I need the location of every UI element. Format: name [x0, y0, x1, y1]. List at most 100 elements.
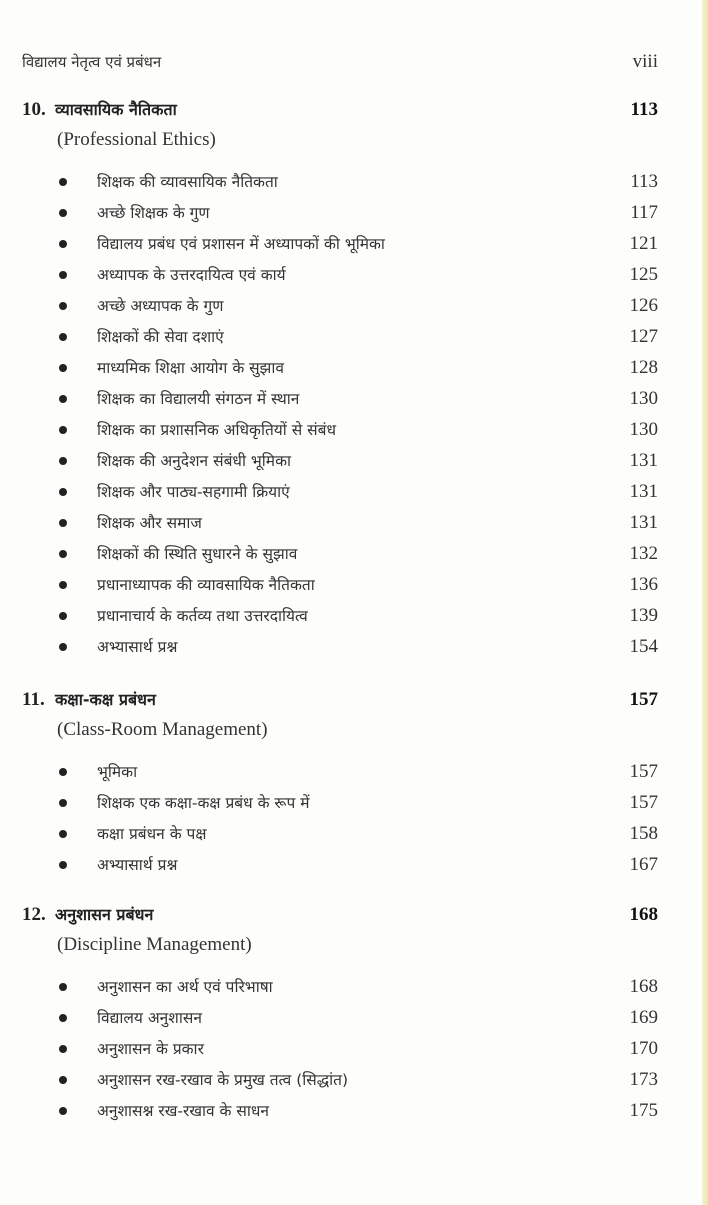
entry-page: 113: [630, 171, 658, 192]
chapter-page: 113: [630, 99, 658, 120]
entry-page: 131: [629, 512, 659, 533]
entry-title: अध्यापक के उत्तरदायित्व एवं कार्य: [97, 266, 286, 284]
entry-title: शिक्षक एक कक्षा-कक्ष प्रबंध के रूप में: [97, 794, 310, 812]
entry-title: अनुशासन का अर्थ एवं परिभाषा: [97, 978, 273, 996]
bullet-icon: [59, 768, 67, 776]
toc-entry[interactable]: प्रधानाचार्य के कर्तव्य तथा उत्तरदायित्व…: [0, 601, 708, 631]
entry-page: 130: [629, 419, 659, 440]
toc-entry[interactable]: शिक्षक एक कक्षा-कक्ष प्रबंध के रूप में 1…: [0, 788, 708, 818]
toc-entry[interactable]: शिक्षक की व्यावसायिक नैतिकता 113: [0, 167, 708, 197]
entry-title: शिक्षक की अनुदेशन संबंधी भूमिका: [97, 452, 291, 470]
entry-title: शिक्षक का विद्यालयी संगठन में स्थान: [97, 390, 300, 408]
entry-title: शिक्षक और पाठ्य-सहगामी क्रियाएं: [97, 483, 290, 501]
entry-page: 139: [629, 605, 659, 626]
toc-entry[interactable]: विद्यालय प्रबंध एवं प्रशासन में अध्यापको…: [0, 229, 708, 259]
chapter-title: कक्षा-कक्ष प्रबंधन: [55, 690, 156, 709]
bullet-icon: [59, 333, 67, 341]
toc-entry[interactable]: शिक्षकों की स्थिति सुधारने के सुझाव 132: [0, 539, 708, 569]
toc-entry[interactable]: अभ्यासार्थ प्रश्न 154: [0, 632, 708, 662]
chapter-english-title: (Discipline Management): [57, 934, 252, 955]
book-title: विद्यालय नेतृत्व एवं प्रबंधन: [22, 53, 162, 71]
chapter-number: 11.: [22, 689, 45, 710]
chapter-english-title: (Class-Room Management): [57, 719, 268, 740]
toc-entry[interactable]: अच्छे अध्यापक के गुण 126: [0, 291, 708, 321]
entry-page: 130: [629, 388, 659, 409]
bullet-icon: [59, 240, 67, 248]
entry-page: 169: [629, 1007, 659, 1028]
toc-entry[interactable]: कक्षा प्रबंधन के पक्ष 158: [0, 819, 708, 849]
entry-title: अच्छे अध्यापक के गुण: [97, 297, 224, 315]
entry-page: 157: [629, 792, 659, 813]
entry-page: 132: [629, 543, 659, 564]
bullet-icon: [59, 302, 67, 310]
bullet-icon: [59, 1076, 67, 1084]
entry-title: प्रधानाध्यापक की व्यावसायिक नैतिकता: [97, 576, 315, 594]
entry-title: अनुशासन के प्रकार: [97, 1040, 204, 1058]
toc-entry[interactable]: भूमिका 157: [0, 757, 708, 787]
entry-title: प्रधानाचार्य के कर्तव्य तथा उत्तरदायित्व: [97, 607, 308, 625]
chapter-number: 10.: [22, 99, 46, 120]
chapter-number: 12.: [22, 904, 46, 925]
bullet-icon: [59, 581, 67, 589]
toc-entry[interactable]: शिक्षक का प्रशासनिक अधिकृतियों से संबंध …: [0, 415, 708, 445]
entry-page: 117: [630, 202, 658, 223]
bullet-icon: [59, 178, 67, 186]
bullet-icon: [59, 488, 67, 496]
entry-title: अभ्यासार्थ प्रश्न: [97, 856, 178, 874]
toc-entry[interactable]: शिक्षक और पाठ्य-सहगामी क्रियाएं 131: [0, 477, 708, 507]
toc-entry[interactable]: अनुशासन का अर्थ एवं परिभाषा 168: [0, 972, 708, 1002]
bullet-icon: [59, 209, 67, 217]
chapter-heading[interactable]: 11. कक्षा-कक्ष प्रबंधन 157: [0, 685, 708, 715]
toc-entry[interactable]: माध्यमिक शिक्षा आयोग के सुझाव 128: [0, 353, 708, 383]
entry-page: 126: [629, 295, 659, 316]
entry-page: 136: [629, 574, 659, 595]
entry-title: शिक्षक और समाज: [97, 514, 202, 532]
toc-entry[interactable]: शिक्षक और समाज 131: [0, 508, 708, 538]
entry-title: विद्यालय अनुशासन: [97, 1009, 202, 1027]
toc-entry[interactable]: अभ्यासार्थ प्रश्न 167: [0, 850, 708, 880]
chapter-title: अनुशासन प्रबंधन: [55, 905, 154, 924]
entry-title: माध्यमिक शिक्षा आयोग के सुझाव: [97, 359, 284, 377]
toc-entry[interactable]: प्रधानाध्यापक की व्यावसायिक नैतिकता 136: [0, 570, 708, 600]
bullet-icon: [59, 457, 67, 465]
bullet-icon: [59, 861, 67, 869]
bullet-icon: [59, 395, 67, 403]
toc-entry[interactable]: शिक्षकों की सेवा दशाएं 127: [0, 322, 708, 352]
entry-page: 175: [629, 1100, 659, 1121]
bullet-icon: [59, 1014, 67, 1022]
toc-entry[interactable]: विद्यालय अनुशासन 169: [0, 1003, 708, 1033]
toc-entry[interactable]: शिक्षक की अनुदेशन संबंधी भूमिका 131: [0, 446, 708, 476]
entry-title: अनुशासन रख-रखाव के प्रमुख तत्व (सिद्धांत…: [97, 1071, 349, 1089]
chapter-title: व्यावसायिक नैतिकता: [55, 100, 177, 119]
toc-entry[interactable]: शिक्षक का विद्यालयी संगठन में स्थान 130: [0, 384, 708, 414]
entry-title: शिक्षक की व्यावसायिक नैतिकता: [97, 173, 278, 191]
entry-page: 167: [629, 854, 659, 875]
entry-title: शिक्षक का प्रशासनिक अधिकृतियों से संबंध: [97, 421, 336, 439]
bullet-icon: [59, 519, 67, 527]
bullet-icon: [59, 983, 67, 991]
bullet-icon: [59, 643, 67, 651]
entry-page: 127: [629, 326, 659, 347]
chapter-english-title-row: (Professional Ethics): [0, 125, 708, 155]
bullet-icon: [59, 612, 67, 620]
toc-entry[interactable]: अनुशासन के प्रकार 170: [0, 1034, 708, 1064]
chapter-english-title: (Professional Ethics): [57, 129, 216, 150]
chapter-heading[interactable]: 12. अनुशासन प्रबंधन 168: [0, 900, 708, 930]
bullet-icon: [59, 1107, 67, 1115]
page-edge: [702, 0, 708, 1205]
bullet-icon: [59, 1045, 67, 1053]
chapter-heading[interactable]: 10. व्यावसायिक नैतिकता 113: [0, 95, 708, 125]
page-number: viii: [632, 51, 658, 72]
toc-entry[interactable]: अच्छे शिक्षक के गुण 117: [0, 198, 708, 228]
toc-entry[interactable]: अनुशासन रख-रखाव के प्रमुख तत्व (सिद्धांत…: [0, 1065, 708, 1095]
entry-page: 131: [629, 481, 659, 502]
entry-title: विद्यालय प्रबंध एवं प्रशासन में अध्यापको…: [97, 235, 385, 253]
entry-title: अभ्यासार्थ प्रश्न: [97, 638, 178, 656]
bullet-icon: [59, 550, 67, 558]
chapter-page: 157: [629, 689, 659, 710]
running-header: विद्यालय नेतृत्व एवं प्रबंधन viii: [0, 47, 708, 77]
bullet-icon: [59, 364, 67, 372]
entry-title: अच्छे शिक्षक के गुण: [97, 204, 210, 222]
toc-entry[interactable]: अनुशासश्न रख-रखाव के साधन 175: [0, 1096, 708, 1126]
toc-entry[interactable]: अध्यापक के उत्तरदायित्व एवं कार्य 125: [0, 260, 708, 290]
